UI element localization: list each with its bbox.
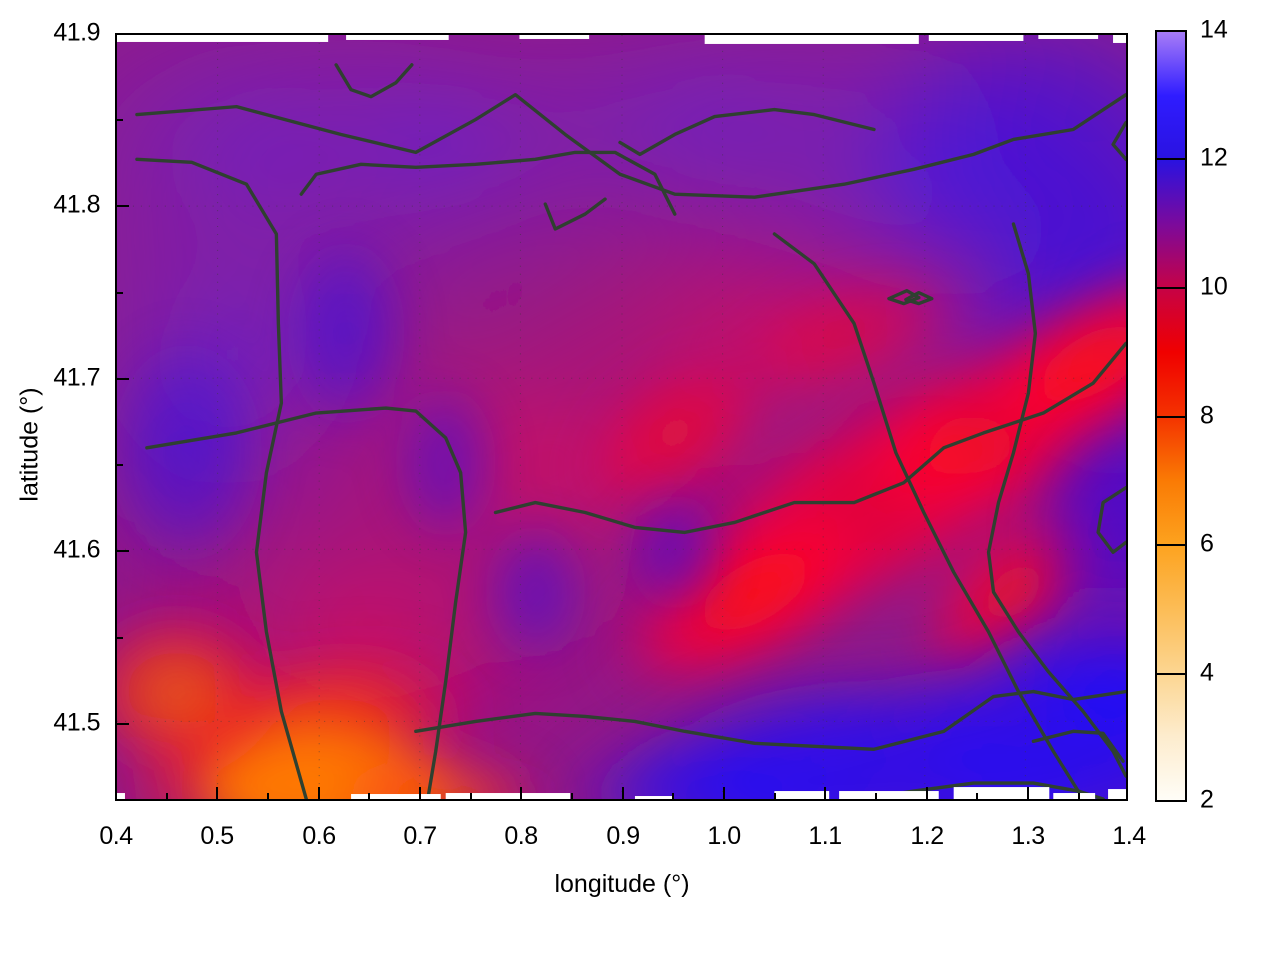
ytick-label-41.8: 41.8 — [53, 190, 100, 219]
ytick-41.9 — [115, 33, 129, 35]
cbar-label-6: 6 — [1200, 529, 1214, 558]
ytick-41.65 — [115, 464, 123, 466]
xtick-0.85 — [571, 793, 573, 801]
xtick-1.15 — [875, 793, 877, 801]
cbar-tick-4 — [1155, 673, 1187, 675]
cbar-tick-10 — [1155, 287, 1187, 289]
xtick-0.9 — [622, 787, 624, 801]
xtick-0.6 — [318, 787, 320, 801]
cbar-label-10: 10 — [1200, 272, 1228, 301]
cbar-label-4: 4 — [1200, 658, 1214, 687]
ytick-label-41.9: 41.9 — [53, 18, 100, 47]
cbar-tick-8 — [1155, 416, 1187, 418]
xtick-0.55 — [267, 793, 269, 801]
xtick-label-0.9: 0.9 — [606, 822, 640, 850]
xtick-0.8 — [520, 787, 522, 801]
xtick-1.3 — [1027, 787, 1029, 801]
ytick-41.8 — [115, 205, 129, 207]
xtick-label-0.5: 0.5 — [200, 822, 234, 850]
y-axis-title: latitude (°) — [15, 387, 44, 502]
ytick-label-41.5: 41.5 — [53, 708, 100, 737]
xtick-1.1 — [824, 787, 826, 801]
xtick-0.65 — [368, 793, 370, 801]
xtick-0.75 — [470, 793, 472, 801]
cbar-label-8: 8 — [1200, 401, 1214, 430]
xtick-label-0.4: 0.4 — [99, 822, 133, 850]
xtick-label-1.1: 1.1 — [808, 822, 842, 850]
xtick-1.0 — [723, 787, 725, 801]
xtick-1.25 — [976, 793, 978, 801]
xtick-label-1.0: 1.0 — [707, 822, 741, 850]
xtick-1.35 — [1078, 793, 1080, 801]
contour-lines — [135, 63, 1126, 799]
xtick-label-0.6: 0.6 — [302, 822, 336, 850]
ytick-41.75 — [115, 292, 123, 294]
xtick-0.5 — [216, 787, 218, 801]
ytick-41.7 — [115, 378, 129, 380]
ytick-41.55 — [115, 637, 123, 639]
cbar-label-14: 14 — [1200, 15, 1228, 44]
heatmap-canvas — [117, 35, 1126, 799]
ytick-41.5 — [115, 723, 129, 725]
xtick-1.05 — [774, 793, 776, 801]
x-axis-title: longitude (°) — [554, 870, 690, 898]
ytick-label-41.6: 41.6 — [53, 535, 100, 564]
cbar-label-2: 2 — [1200, 785, 1214, 814]
ytick-label-41.7: 41.7 — [53, 363, 100, 392]
xtick-1.2 — [926, 787, 928, 801]
ytick-41.6 — [115, 550, 129, 552]
cbar-tick-12 — [1155, 158, 1187, 160]
plot-area — [115, 33, 1128, 801]
xtick-1.4 — [1126, 787, 1128, 801]
xtick-label-0.8: 0.8 — [504, 822, 538, 850]
xtick-label-0.7: 0.7 — [403, 822, 437, 850]
cbar-label-12: 12 — [1200, 143, 1228, 172]
data-gap-strips — [117, 35, 1126, 799]
ytick-41.85 — [115, 119, 123, 121]
xtick-0.7 — [419, 787, 421, 801]
xtick-0.4 — [115, 787, 117, 801]
cbar-tick-6 — [1155, 544, 1187, 546]
xtick-label-1.2: 1.2 — [910, 822, 944, 850]
xtick-label-1.4: 1.4 — [1112, 822, 1146, 850]
xtick-0.95 — [672, 793, 674, 801]
xtick-label-1.3: 1.3 — [1011, 822, 1045, 850]
xtick-0.45 — [166, 793, 168, 801]
